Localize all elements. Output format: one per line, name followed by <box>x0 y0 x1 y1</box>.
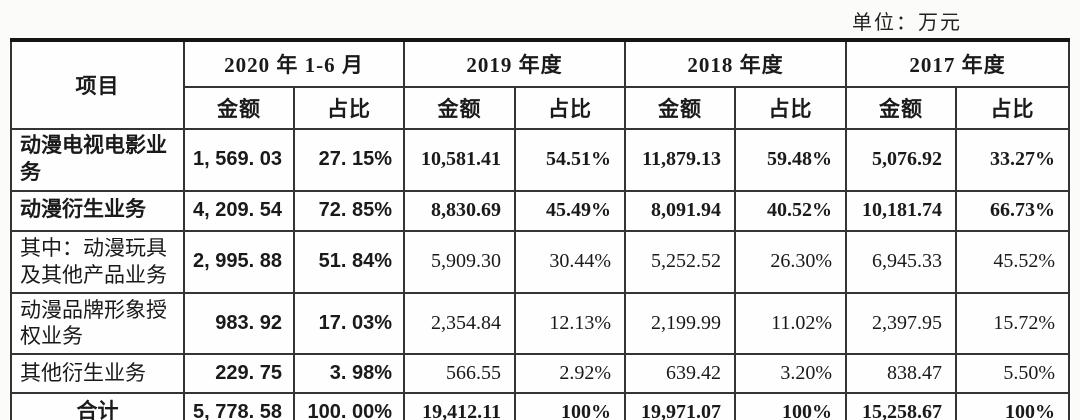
cell-amount-2017: 15,258.67 <box>845 392 957 420</box>
cell-amount-2017: 5,076.92 <box>845 128 957 192</box>
table-row-brand-licensing: 动漫品牌形象授权业务 983. 92 17. 03% 2,354.84 12.1… <box>10 291 1070 356</box>
cell-amount-2020: 4, 209. 54 <box>183 189 295 232</box>
column-header-period-2017: 2017 年度 <box>845 39 1070 88</box>
cell-ratio-2019: 100% <box>514 392 626 420</box>
row-label: 其中：动漫玩具及其他产品业务 <box>10 229 185 294</box>
cell-ratio-2019: 12.13% <box>514 291 626 356</box>
cell-ratio-2017: 5.50% <box>955 353 1070 395</box>
cell-amount-2019: 19,412.11 <box>403 392 516 420</box>
cell-ratio-2020: 72. 85% <box>293 189 405 232</box>
row-label: 动漫电视电影业务 <box>10 128 185 192</box>
header-row-subcolumns: 金额 占比 金额 占比 金额 占比 金额 占比 <box>11 86 1070 130</box>
cell-ratio-2018: 40.52% <box>734 189 847 232</box>
cell-ratio-2017: 45.52% <box>955 229 1070 294</box>
cell-amount-2019: 10,581.41 <box>403 128 516 192</box>
row-label: 其他衍生业务 <box>10 353 185 395</box>
table-row-other-derivatives: 其他衍生业务 229. 75 3. 98% 566.55 2.92% 639.4… <box>10 353 1070 395</box>
cell-ratio-2018: 26.30% <box>734 229 847 294</box>
cell-ratio-2018: 59.48% <box>734 128 847 192</box>
cell-amount-2020: 983. 92 <box>183 291 295 356</box>
cell-amount-2020: 2, 995. 88 <box>183 229 295 294</box>
cell-ratio-2020: 17. 03% <box>293 291 405 356</box>
cell-ratio-2017: 15.72% <box>955 291 1070 356</box>
cell-ratio-2018: 100% <box>734 392 847 420</box>
cell-amount-2019: 2,354.84 <box>403 291 516 356</box>
table-row-toys-other-products: 其中：动漫玩具及其他产品业务 2, 995. 88 51. 84% 5,909.… <box>10 229 1070 294</box>
cell-amount-2018: 2,199.99 <box>624 291 736 356</box>
cell-amount-2017: 838.47 <box>845 353 957 395</box>
column-header-period-2020: 2020 年 1-6 月 <box>183 39 405 88</box>
column-header-ratio-2017: 占比 <box>955 86 1070 130</box>
cell-amount-2019: 566.55 <box>403 353 516 395</box>
column-header-amount-2018: 金额 <box>624 86 736 130</box>
column-header-period-2019: 2019 年度 <box>403 39 626 88</box>
table-row-animation-derivatives: 动漫衍生业务 4, 209. 54 72. 85% 8,830.69 45.49… <box>10 189 1070 232</box>
column-header-amount-2019: 金额 <box>403 86 516 130</box>
cell-amount-2019: 5,909.30 <box>403 229 516 294</box>
cell-amount-2020: 1, 569. 03 <box>183 128 295 192</box>
column-header-item: 项目 <box>10 39 185 130</box>
cell-ratio-2020: 51. 84% <box>293 229 405 294</box>
column-header-ratio-2020: 占比 <box>293 86 405 130</box>
column-header-ratio-2019: 占比 <box>514 86 626 130</box>
cell-amount-2020: 229. 75 <box>183 353 295 395</box>
column-header-amount-2017: 金额 <box>845 86 957 130</box>
cell-amount-2018: 5,252.52 <box>624 229 736 294</box>
cell-ratio-2018: 3.20% <box>734 353 847 395</box>
cell-amount-2018: 11,879.13 <box>624 128 736 192</box>
column-header-period-2018: 2018 年度 <box>624 39 847 88</box>
cell-amount-2018: 639.42 <box>624 353 736 395</box>
cell-ratio-2019: 30.44% <box>514 229 626 294</box>
row-label: 动漫品牌形象授权业务 <box>10 291 185 356</box>
cell-amount-2018: 19,971.07 <box>624 392 736 420</box>
cell-ratio-2017: 100% <box>955 392 1070 420</box>
cell-ratio-2017: 33.27% <box>955 128 1070 192</box>
table-row-animation-tv-film: 动漫电视电影业务 1, 569. 03 27. 15% 10,581.41 54… <box>10 128 1070 192</box>
header-row-periods: 项目 2020 年 1-6 月 2019 年度 2018 年度 2017 年度 <box>10 39 1070 130</box>
unit-label: 单位：万元 <box>852 12 962 34</box>
cell-amount-2017: 10,181.74 <box>845 189 957 232</box>
row-label: 动漫衍生业务 <box>10 189 185 232</box>
cell-ratio-2017: 66.73% <box>955 189 1070 232</box>
revenue-breakdown-table: 项目 2020 年 1-6 月 2019 年度 2018 年度 2017 年度 … <box>10 38 1070 420</box>
cell-amount-2020: 5, 778. 58 <box>183 392 295 420</box>
cell-ratio-2020: 27. 15% <box>293 128 405 192</box>
cell-ratio-2019: 45.49% <box>514 189 626 232</box>
cell-amount-2019: 8,830.69 <box>403 189 516 232</box>
table-row-total: 合计 5, 778. 58 100. 00% 19,412.11 100% 19… <box>10 392 1070 420</box>
column-header-ratio-2018: 占比 <box>734 86 847 130</box>
cell-amount-2017: 6,945.33 <box>845 229 957 294</box>
row-label-total: 合计 <box>10 392 185 420</box>
cell-amount-2018: 8,091.94 <box>624 189 736 232</box>
column-header-amount-2020: 金额 <box>183 86 295 130</box>
cell-ratio-2019: 54.51% <box>514 128 626 192</box>
cell-ratio-2020: 3. 98% <box>293 353 405 395</box>
cell-amount-2017: 2,397.95 <box>845 291 957 356</box>
cell-ratio-2019: 2.92% <box>514 353 626 395</box>
cell-ratio-2020: 100. 00% <box>293 392 405 420</box>
cell-ratio-2018: 11.02% <box>734 291 847 356</box>
